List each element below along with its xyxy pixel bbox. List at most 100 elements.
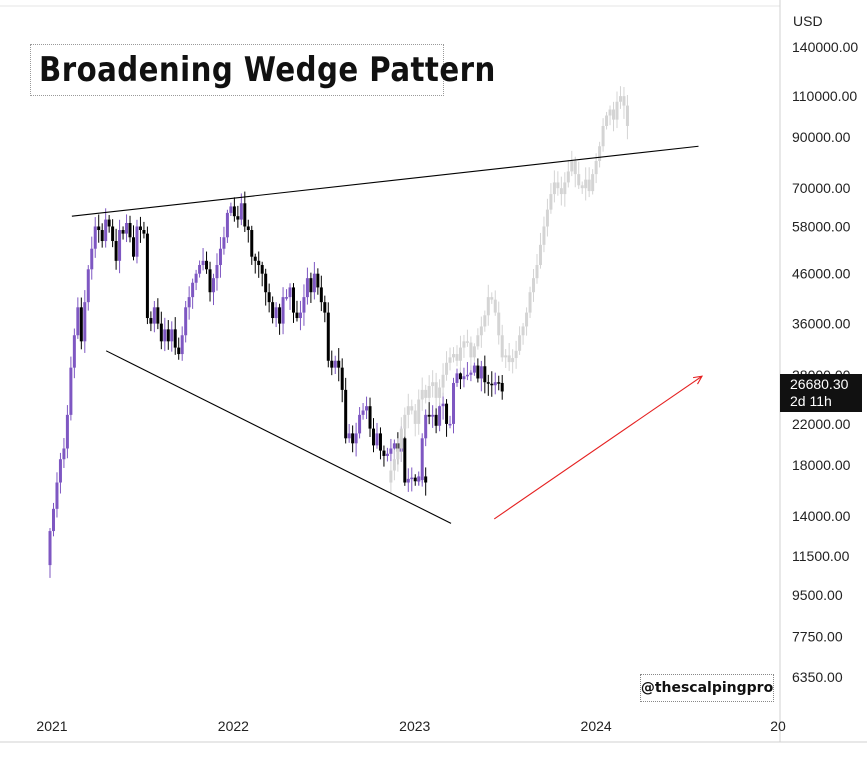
projection-candle xyxy=(392,459,396,471)
current-price-value: 26680.30 xyxy=(790,376,849,392)
projection-candle xyxy=(389,470,393,483)
candle-body xyxy=(406,478,410,483)
candle-body xyxy=(250,230,254,257)
projection-candle xyxy=(493,299,497,313)
candle-body xyxy=(295,312,299,319)
candle-body xyxy=(385,453,389,456)
candle-body xyxy=(138,226,142,231)
candle-body xyxy=(452,382,456,424)
projection-candle xyxy=(563,182,567,195)
projection-candle xyxy=(403,414,407,429)
candle-body xyxy=(145,233,149,319)
projection-candle xyxy=(514,350,518,359)
watermark-label: @thescalpingpro xyxy=(640,674,774,702)
candle-body xyxy=(264,273,268,293)
projection-candle xyxy=(580,185,584,189)
candle-body xyxy=(372,428,376,446)
candle-body xyxy=(312,273,316,293)
candle-body xyxy=(239,203,243,220)
projection-candle xyxy=(525,312,529,327)
candle-body xyxy=(104,219,108,242)
candle-body xyxy=(152,307,156,324)
upper-trendline[interactable] xyxy=(71,145,699,217)
projection-candle xyxy=(625,105,629,126)
y-tick-label: 70000.00 xyxy=(792,180,851,196)
candle-body xyxy=(330,360,334,368)
candle-body xyxy=(114,241,118,261)
projection-candle xyxy=(458,347,462,361)
lower-trendline[interactable] xyxy=(105,350,452,524)
candle-body xyxy=(281,297,285,324)
candle-body xyxy=(184,307,188,336)
projection-arrow-line[interactable] xyxy=(493,375,703,520)
projection-candle xyxy=(538,244,542,266)
candle-body xyxy=(285,297,289,299)
candle-body xyxy=(90,248,94,270)
candles-group xyxy=(48,86,629,578)
y-tick-label: 7750.00 xyxy=(792,628,843,644)
candle-body xyxy=(465,374,469,377)
candle-body xyxy=(365,406,369,411)
projection-candle xyxy=(573,160,577,175)
x-tick-label: 2024 xyxy=(581,718,612,734)
candle-body xyxy=(72,335,76,368)
candle-body xyxy=(274,307,278,319)
projection-candle xyxy=(476,335,480,347)
y-tick-label: 58000.00 xyxy=(792,218,851,234)
candle-body xyxy=(389,448,393,454)
projection-candle xyxy=(542,226,546,245)
candle-body xyxy=(354,433,358,444)
projection-candle xyxy=(438,387,442,398)
candle-body xyxy=(208,269,212,293)
projection-candle xyxy=(591,174,595,192)
projection-candle xyxy=(608,109,612,116)
projection-candle xyxy=(622,96,626,106)
projection-candle xyxy=(511,358,515,363)
y-tick-label: 11500.00 xyxy=(792,548,850,564)
candle-body xyxy=(243,203,247,227)
candle-body xyxy=(413,477,417,482)
candle-body xyxy=(326,312,330,361)
candle-body xyxy=(403,438,407,483)
candle-body xyxy=(497,382,501,384)
projection-candle xyxy=(410,406,414,411)
projection-candle xyxy=(618,96,622,102)
candle-body xyxy=(493,382,497,386)
candle-body xyxy=(107,219,111,227)
projection-candle xyxy=(521,326,525,336)
title-box[interactable]: Broadening Wedge Pattern xyxy=(30,44,495,96)
candle-body xyxy=(135,226,139,257)
projection-candle xyxy=(570,160,574,172)
candle-body xyxy=(392,443,396,449)
candle-body xyxy=(55,482,59,509)
candle-body xyxy=(79,307,83,342)
projection-candle xyxy=(532,278,536,293)
candle-body xyxy=(218,248,222,266)
candle-body xyxy=(288,287,292,298)
candle-body xyxy=(278,307,282,324)
projection-candle xyxy=(577,174,581,186)
projection-arrow-head xyxy=(692,375,704,385)
projection-candle xyxy=(441,374,445,388)
projection-candle xyxy=(566,171,570,183)
projection-candle xyxy=(396,448,400,460)
projection-candle xyxy=(615,101,619,120)
projection-candle xyxy=(518,335,522,351)
candle-body xyxy=(445,403,449,424)
candle-body xyxy=(156,307,160,324)
y-tick-label: 22000.00 xyxy=(792,416,851,432)
candle-body xyxy=(305,278,309,298)
x-tick-label: 2023 xyxy=(399,718,430,734)
projection-candle xyxy=(420,389,424,400)
currency-label: USD xyxy=(793,13,823,29)
candle-body xyxy=(201,260,205,266)
candle-body xyxy=(62,448,66,460)
projection-candle xyxy=(500,335,504,358)
projection-candle xyxy=(479,326,483,336)
projection-candle xyxy=(424,389,428,398)
candle-body xyxy=(302,297,306,313)
candle-body xyxy=(225,212,229,238)
candle-body xyxy=(462,376,466,380)
projection-candle xyxy=(483,315,487,327)
